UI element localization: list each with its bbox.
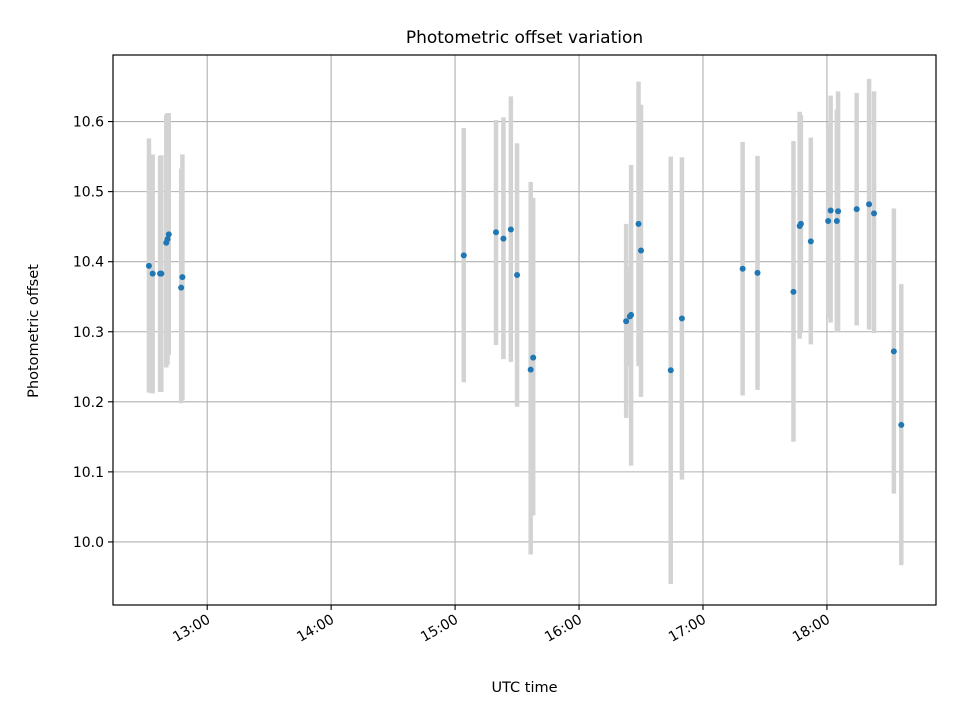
data-point	[807, 238, 814, 245]
data-point	[898, 421, 905, 428]
data-point	[825, 218, 832, 225]
data-point	[790, 288, 797, 295]
y-tick-label: 10.6	[73, 115, 104, 131]
data-point	[507, 226, 514, 233]
data-point	[797, 220, 804, 227]
data-points	[145, 201, 905, 428]
data-point	[667, 367, 674, 374]
y-axis-label: Photometric offset	[26, 264, 42, 398]
data-point	[145, 262, 152, 269]
chart-title: Photometric offset variation	[406, 28, 643, 48]
data-point	[754, 269, 761, 276]
data-point	[833, 218, 840, 225]
y-tick-label: 10.4	[73, 255, 104, 271]
data-point	[492, 229, 499, 236]
data-point	[179, 274, 186, 281]
x-axis-label: UTC time	[491, 680, 557, 696]
data-point	[835, 208, 842, 215]
data-point	[527, 366, 534, 373]
y-tick-label: 10.3	[73, 325, 104, 341]
data-point	[638, 247, 645, 254]
data-point	[178, 284, 185, 291]
y-tick-label: 10.5	[73, 185, 104, 201]
data-point	[635, 220, 642, 227]
data-point	[628, 311, 635, 318]
data-point	[890, 348, 897, 355]
data-point	[866, 201, 873, 208]
data-point	[164, 236, 171, 243]
data-point	[739, 265, 746, 272]
data-point	[460, 252, 467, 259]
data-point	[678, 315, 685, 322]
data-point	[871, 210, 878, 217]
data-point	[853, 206, 860, 213]
y-axis-ticks: 10.0 10.1 10.2 10.3 10.4 10.5 10.6	[73, 115, 113, 551]
data-point	[158, 270, 165, 277]
data-point	[623, 318, 630, 325]
y-tick-label: 10.2	[73, 395, 104, 411]
data-point	[530, 354, 537, 361]
data-point	[149, 270, 156, 277]
y-tick-label: 10.0	[73, 535, 104, 551]
data-point	[514, 272, 521, 278]
y-tick-label: 10.1	[73, 465, 104, 481]
data-point	[500, 235, 507, 242]
data-point	[827, 207, 834, 214]
data-point	[165, 231, 172, 238]
plot-frame	[112, 54, 937, 606]
